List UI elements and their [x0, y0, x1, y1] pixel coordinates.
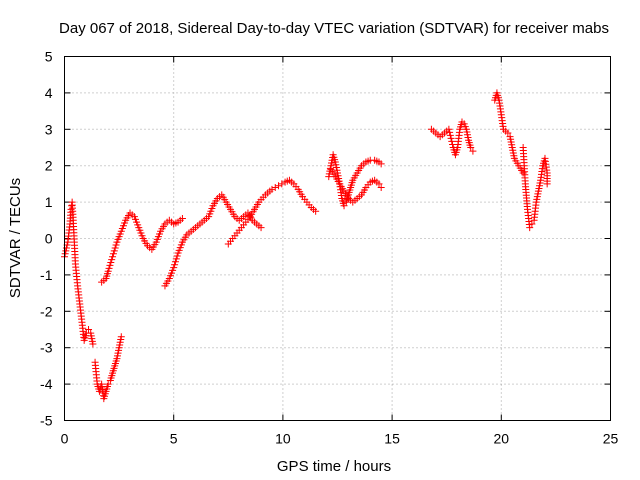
data-point	[448, 137, 456, 145]
data-point	[105, 264, 113, 272]
tick-labels: 0 5 10 15 20 25 -5 -4 -3 -2 -1 0 1 2 3 4 5	[40, 49, 618, 447]
x-tick-label: 25	[603, 431, 619, 447]
data-point	[171, 258, 179, 266]
x-tick-label: 15	[384, 431, 400, 447]
data-point	[117, 333, 125, 341]
data-point	[271, 184, 279, 192]
data-point	[446, 131, 454, 139]
data-point	[67, 205, 75, 213]
y-tick-label: 5	[45, 49, 53, 65]
data-point	[112, 241, 120, 249]
data-point	[257, 224, 265, 232]
data-point	[109, 253, 117, 261]
y-tick-label: 2	[45, 158, 53, 174]
data-point	[467, 144, 475, 151]
y-axis-label: SDTVAR / TECUs	[7, 178, 24, 298]
data-point	[447, 134, 455, 142]
data-point	[377, 184, 385, 192]
data-point	[528, 220, 536, 228]
y-tick-label: 1	[45, 194, 53, 210]
y-tick-label: -2	[40, 303, 53, 319]
data-point	[61, 250, 69, 258]
data-point	[111, 244, 119, 252]
y-tick-label: 0	[45, 231, 53, 247]
data-point	[109, 250, 117, 258]
data-point	[106, 261, 114, 269]
data-point	[85, 326, 93, 333]
data-point	[312, 207, 320, 215]
data-point	[340, 202, 348, 210]
y-tick-label: 3	[45, 121, 53, 137]
data-point	[173, 252, 181, 260]
data-point	[469, 147, 477, 155]
x-axis-label: GPS time / hours	[277, 458, 391, 475]
chart-title: Day 067 of 2018, Sidereal Day-to-day VTE…	[59, 20, 609, 37]
data-point	[89, 340, 97, 348]
plot-frame	[64, 56, 611, 421]
data-point	[107, 259, 115, 267]
y-tick-label: -4	[40, 376, 53, 392]
data-point	[504, 129, 512, 137]
x-tick-label: 20	[494, 431, 510, 447]
data-points	[61, 89, 551, 403]
data-point	[171, 261, 179, 269]
data-point	[170, 264, 178, 272]
data-point	[543, 180, 551, 188]
data-point	[526, 224, 534, 232]
data-point	[104, 380, 112, 388]
data-point	[104, 267, 112, 275]
data-point	[268, 185, 276, 193]
data-point	[278, 180, 286, 188]
x-tick-label: 5	[170, 431, 178, 447]
data-point	[446, 128, 454, 136]
data-point	[275, 182, 283, 190]
data-point	[178, 214, 186, 222]
data-point	[519, 169, 527, 177]
data-point	[108, 256, 116, 264]
data-point	[445, 125, 453, 133]
y-tick-label: -1	[40, 267, 53, 283]
data-point	[172, 255, 180, 263]
data-point	[375, 180, 383, 188]
data-point	[377, 160, 385, 168]
y-tick-label: -5	[40, 413, 53, 429]
x-tick-label: 0	[61, 431, 69, 447]
data-point	[110, 247, 118, 255]
data-point	[62, 247, 70, 255]
y-tick-label: 4	[45, 85, 53, 101]
x-tick-label: 10	[275, 431, 291, 447]
y-tick-label: -3	[40, 340, 53, 356]
